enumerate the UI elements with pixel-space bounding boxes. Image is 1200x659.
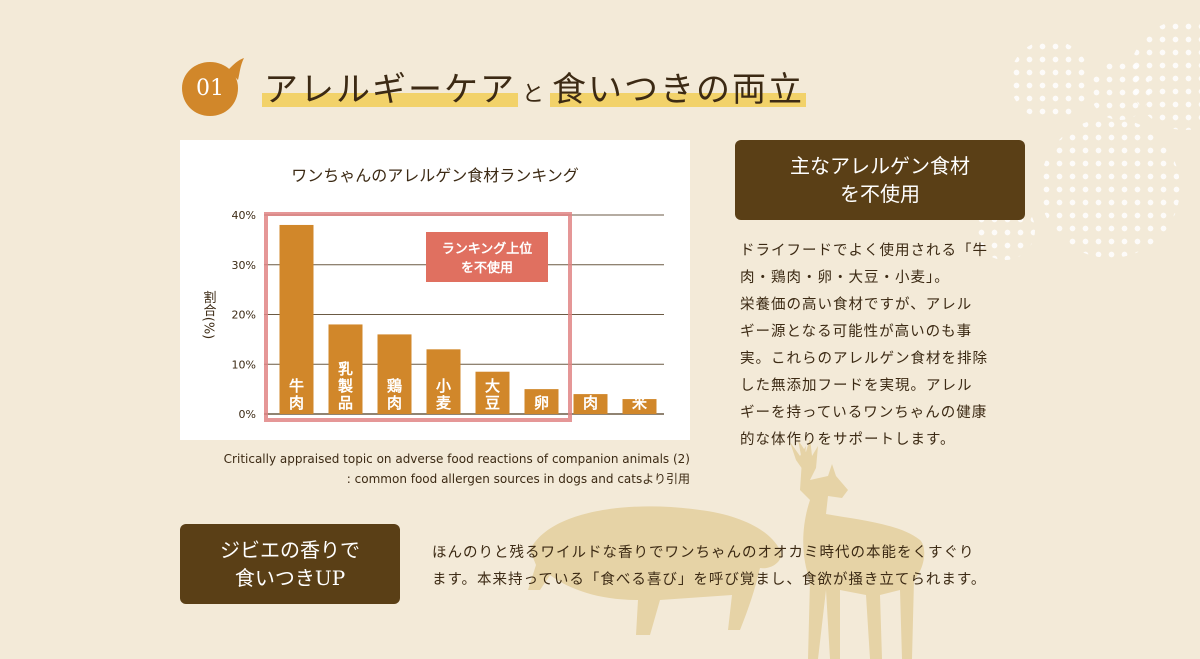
citation-line: : common food allergen sources in dogs a… (346, 472, 690, 486)
section-label-line: 主なアレルゲン食材 (790, 154, 970, 178)
chart-title: ワンちゃんのアレルゲン食材ランキング (291, 166, 579, 185)
antler (790, 442, 810, 480)
bar-category-label: 麦 (436, 394, 452, 412)
bar (524, 389, 559, 414)
y-tick-label: 0% (239, 408, 256, 421)
bar (573, 394, 608, 414)
section-number: 01 (196, 76, 224, 101)
bar-category-label: 米 (632, 394, 648, 412)
bar (279, 224, 314, 414)
description-line: 実。これらのアレルゲン食材を排除 (740, 351, 988, 367)
bar-category-label: 肉 (289, 394, 304, 412)
title-part1: アレルギーケア (262, 70, 518, 110)
dot-pattern-decoration (1040, 118, 1180, 258)
section-label-line: ジビエの香りで (220, 538, 360, 562)
description-line: 栄養価の高い食材ですが、アレル (740, 297, 973, 313)
y-tick-label: 10% (232, 358, 256, 371)
gibier-aroma-description: ほんのりと残るワイルドな香りでワンちゃんのオオカミ時代の本能をくすぐり ます。本… (432, 540, 1032, 594)
bar-category-label: 製 (337, 377, 353, 395)
allergen-ranking-chart: ワンちゃんのアレルゲン食材ランキング 0% 10% 20% 30% 40% 割合(%) 牛肉… (180, 140, 690, 440)
deer-silhouette (798, 440, 925, 659)
title-connector: と (522, 82, 547, 107)
section-label-line: を不使用 (840, 182, 920, 206)
y-axis-label: 割合(%) (201, 290, 217, 339)
description-line: ほんのりと残るワイルドな香りでワンちゃんのオオカミ時代の本能をくすぐり (432, 545, 975, 561)
description-line: ギー源となる可能性が高いのも事 (740, 324, 973, 340)
bar-category-label: 品 (338, 394, 353, 412)
highlight-label-box (426, 232, 548, 282)
bar-category-label: 肉 (583, 394, 598, 412)
bar-category-label: 豚 (583, 377, 598, 395)
dot-pattern-decoration (1090, 60, 1150, 120)
description-line: した無添加フードを実現。アレル (740, 378, 973, 394)
citation-line: Critically appraised topic on adverse fo… (223, 452, 690, 466)
highlight-label-line: ランキング上位 (442, 241, 533, 257)
bar (475, 371, 510, 414)
dot-pattern-decoration (1010, 40, 1090, 120)
citation: Critically appraised topic on adverse fo… (180, 449, 690, 489)
description-line: ギーを持っているワンちゃんの健康 (740, 405, 988, 421)
section-label-allergen-free: 主なアレルゲン食材 を不使用 (735, 140, 1025, 220)
y-tick-label: 20% (232, 309, 256, 322)
bar-category-label: 卵 (534, 394, 549, 412)
bar-category-label: 豆 (485, 394, 500, 412)
bar (426, 349, 461, 414)
allergen-free-description: ドライフードでよく使用される「牛 肉・鶏肉・卵・大豆・小麦」。 栄養価の高い食材… (740, 238, 1030, 454)
bar (377, 334, 412, 414)
bar-category-label: 乳 (338, 360, 353, 378)
bar-category-label: 大 (485, 377, 500, 395)
page-title: アレルギーケアと食いつきの両立 (262, 62, 807, 111)
description-line: 肉・鶏肉・卵・大豆・小麦」。 (740, 270, 950, 286)
boar-silhouette (528, 506, 782, 635)
description-line: ます。本来持っている「食べる喜び」を呼び覚まし、食欲が掻き立てられます。 (432, 572, 987, 588)
bar (622, 399, 657, 414)
bar-category-label: 牛 (289, 377, 304, 395)
y-tick-label: 40% (232, 209, 256, 222)
highlight-frame (264, 212, 572, 422)
title-part2: 食いつきの両立 (550, 70, 807, 110)
bar (328, 324, 363, 414)
bar-category-label: 鶏 (387, 377, 402, 395)
section-number-badge: 01 (180, 58, 248, 120)
description-line: 的な体作りをサポートします。 (740, 432, 956, 448)
bar-category-label: 小 (436, 377, 451, 395)
description-line: ドライフードでよく使用される「牛 (740, 243, 988, 259)
bar-category-label: 肉 (387, 394, 402, 412)
section-label-gibier-aroma: ジビエの香りで 食いつきUP (180, 524, 400, 604)
y-tick-label: 30% (232, 259, 256, 272)
section-label-line: 食いつきUP (234, 566, 346, 590)
highlight-label-line: を不使用 (461, 260, 513, 276)
animal-silhouette-illustration (528, 440, 925, 659)
